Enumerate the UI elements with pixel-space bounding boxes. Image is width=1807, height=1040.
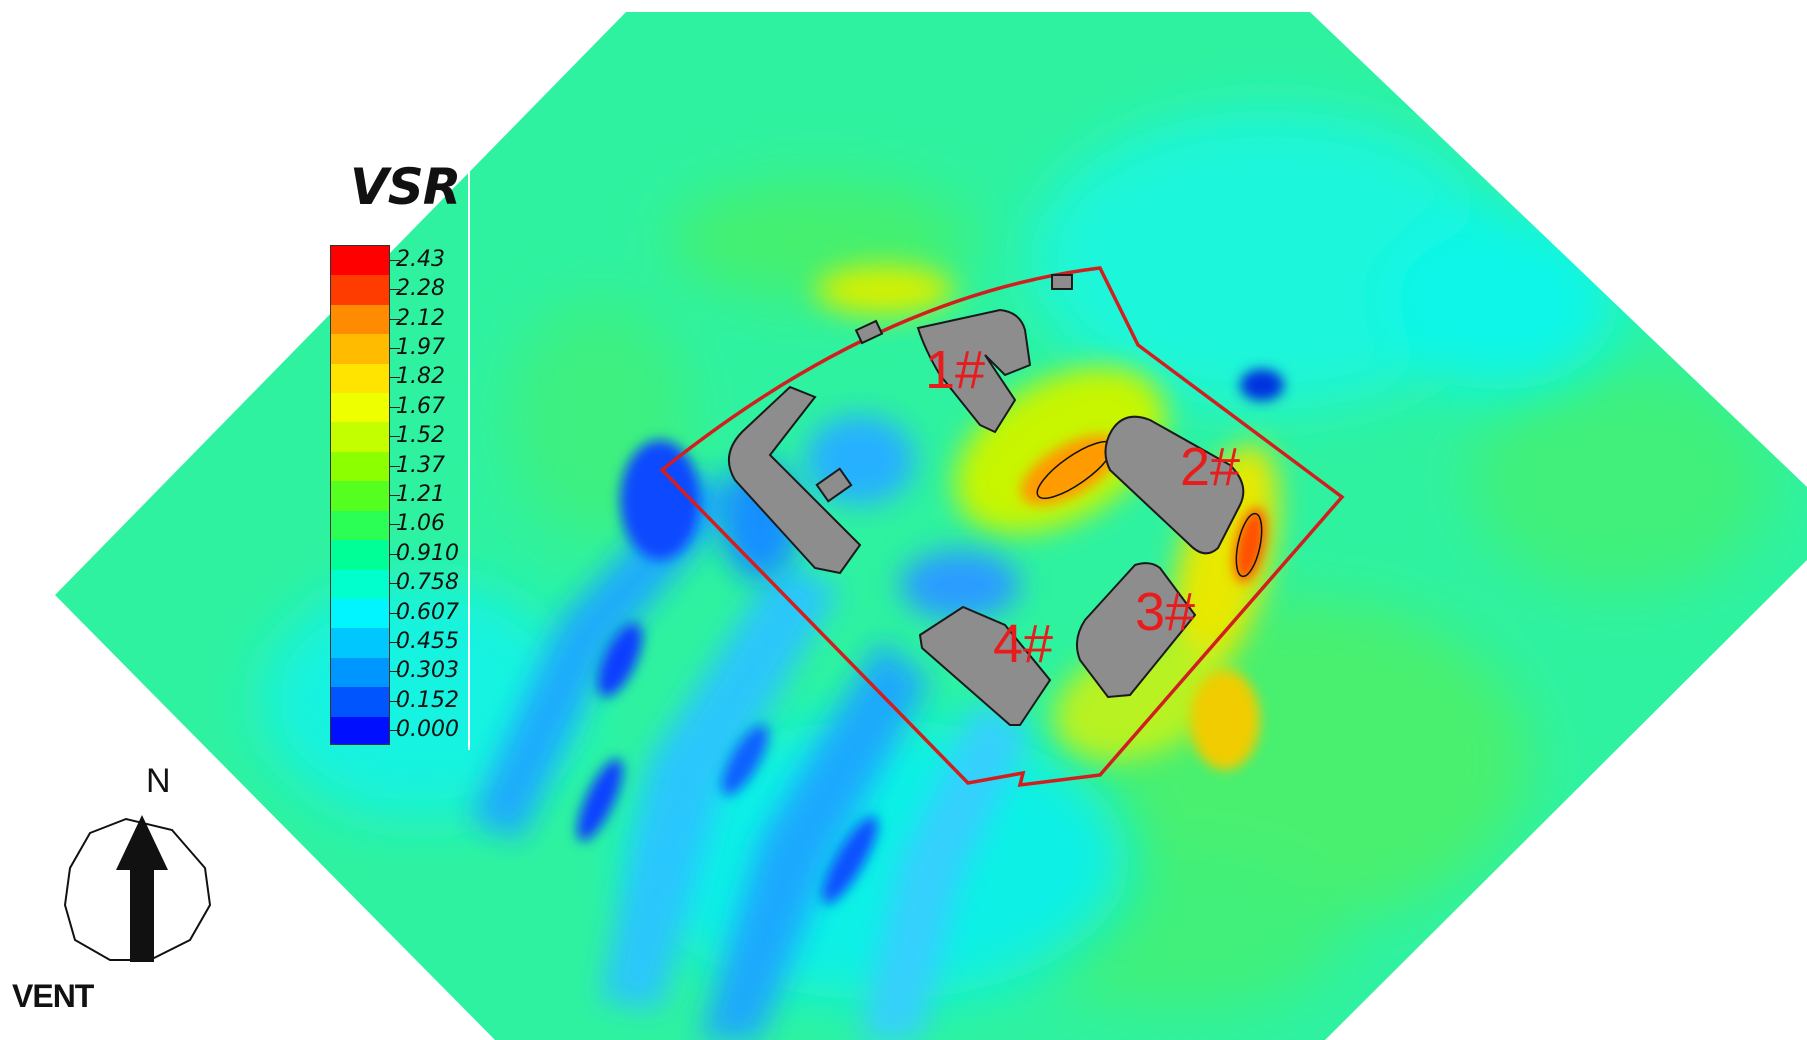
legend-tick bbox=[390, 671, 400, 673]
legend-color-bar bbox=[330, 245, 390, 745]
legend-tick bbox=[390, 406, 400, 408]
legend-tick bbox=[390, 553, 400, 555]
legend-label: 1.37 bbox=[396, 452, 445, 478]
building-1 bbox=[916, 308, 1032, 434]
legend-swatch bbox=[331, 481, 389, 512]
legend-tick bbox=[390, 583, 400, 585]
legend-swatch bbox=[331, 363, 389, 395]
north-arrow-icon bbox=[116, 815, 168, 962]
site-boundary bbox=[659, 266, 1345, 788]
legend-label: 0.607 bbox=[396, 599, 459, 625]
building-3-label: 3# bbox=[1135, 582, 1196, 642]
field-dark-cores bbox=[577, 369, 1284, 904]
legend-swatch bbox=[331, 422, 389, 453]
building-4 bbox=[918, 605, 1052, 726]
legend-tick bbox=[390, 289, 400, 291]
building-small-center bbox=[815, 467, 853, 503]
legend-label: 2.28 bbox=[396, 276, 445, 302]
legend-swatch bbox=[331, 598, 389, 630]
north-label: N bbox=[146, 762, 171, 800]
legend-swatch bbox=[331, 246, 389, 277]
legend-tick bbox=[390, 495, 400, 496]
legend-swatch bbox=[331, 569, 389, 600]
legend-swatch bbox=[331, 334, 389, 365]
legend-label: 1.67 bbox=[396, 393, 445, 419]
legend-tick bbox=[390, 318, 400, 320]
legend-label: 1.82 bbox=[396, 364, 445, 390]
legend-tick bbox=[390, 700, 400, 702]
building-3 bbox=[1075, 562, 1197, 699]
legend-swatch bbox=[331, 304, 389, 336]
legend-tick bbox=[390, 377, 400, 379]
legend-tick bbox=[390, 524, 400, 526]
legend-label: 1.52 bbox=[396, 423, 445, 449]
legend-label: 0.455 bbox=[396, 629, 459, 655]
legend-label: 2.12 bbox=[396, 305, 445, 331]
legend-label: 0.758 bbox=[396, 570, 459, 596]
building-small-northwest bbox=[854, 319, 884, 345]
contour-line bbox=[1235, 512, 1263, 578]
legend-label: 0.303 bbox=[396, 658, 459, 684]
legend-label: 0.152 bbox=[396, 687, 459, 713]
legend-label: 1.97 bbox=[396, 334, 445, 360]
legend-swatch bbox=[331, 393, 389, 424]
field-peak-zones bbox=[1020, 434, 1266, 770]
legend-tick bbox=[390, 259, 400, 261]
legend-tick bbox=[390, 465, 400, 467]
legend-swatch bbox=[331, 687, 389, 718]
legend-tick bbox=[390, 347, 400, 349]
legend-swatch bbox=[331, 716, 389, 744]
legend-label: 1.06 bbox=[396, 511, 445, 537]
legend-tick bbox=[390, 436, 400, 438]
building-small-north bbox=[1051, 274, 1073, 290]
building-west-l-block bbox=[727, 385, 862, 575]
legend-tick bbox=[390, 642, 400, 644]
legend-tick bbox=[390, 612, 400, 614]
legend-label: 2.43 bbox=[396, 246, 445, 272]
building-4-label: 4# bbox=[993, 614, 1054, 674]
legend-label: 1.21 bbox=[396, 482, 445, 507]
compass-rose bbox=[63, 815, 212, 962]
buildings-layer bbox=[727, 274, 1245, 726]
legend-label: 0.000 bbox=[396, 717, 459, 743]
wind-label: VENT bbox=[12, 978, 94, 1014]
legend-swatch bbox=[331, 451, 389, 483]
legend-swatch bbox=[331, 275, 389, 306]
legend-label: 0.910 bbox=[396, 540, 459, 566]
legend-swatch bbox=[331, 510, 389, 542]
building-1-label: 1# bbox=[925, 340, 986, 400]
building-2 bbox=[1104, 415, 1245, 555]
legend-swatch bbox=[331, 657, 389, 689]
legend-tick bbox=[390, 730, 400, 732]
legend-title: VSR bbox=[350, 158, 461, 216]
legend-swatch bbox=[331, 540, 389, 571]
color-legend: 2.43 2.28 2.12 1.97 1.82 1.67 1.52 1.37 1.21 1.06… bbox=[330, 170, 470, 750]
building-2-label: 2# bbox=[1180, 437, 1241, 497]
legend-swatch bbox=[331, 628, 389, 659]
legend-divider bbox=[468, 170, 470, 750]
